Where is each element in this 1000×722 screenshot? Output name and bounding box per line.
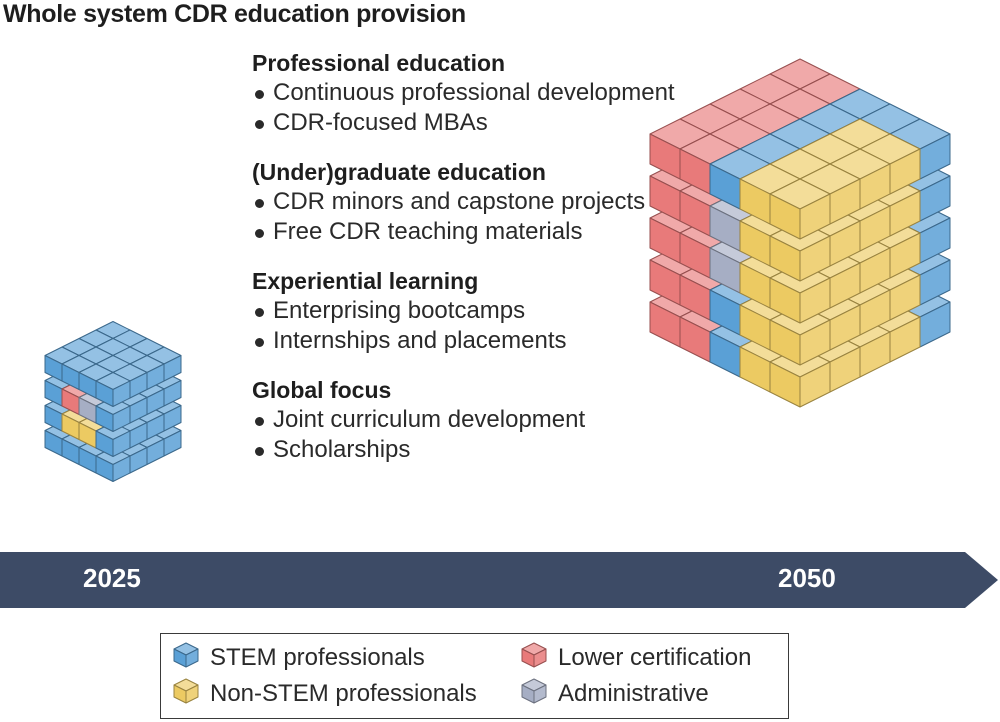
bullet-item: Scholarships: [252, 435, 772, 465]
bullet-item: CDR minors and capstone projects: [252, 187, 772, 217]
legend-cube: [173, 678, 199, 704]
legend-cube: [173, 642, 199, 668]
cube: [95, 372, 131, 407]
section-heading: Experiential learning: [252, 268, 479, 294]
cube: [769, 178, 831, 240]
legend-cube: [521, 642, 547, 668]
timeline-start-year: 2025: [83, 563, 141, 593]
cube-illustration: [44, 58, 951, 482]
legend-label: STEM professionals: [210, 644, 425, 671]
education-sections: Professional education Continuous profes…: [252, 48, 772, 484]
legend-item-non-stem: Non-STEM professionals: [171, 678, 477, 710]
legend-label: Administrative: [558, 680, 709, 707]
bullet-item: Enterprising bootcamps: [252, 296, 772, 326]
bullet-item: Free CDR teaching materials: [252, 217, 772, 247]
legend-item-administrative: Administrative: [519, 678, 709, 710]
section-undergraduate-education: (Under)graduate education CDR minors and…: [252, 157, 772, 246]
section-heading: Professional education: [252, 50, 506, 76]
bullet-item: Continuous professional development: [252, 78, 772, 108]
small-cube-stack-2025: [44, 321, 182, 482]
red-cube-icon: [521, 642, 547, 668]
blue-cube-icon: [173, 642, 199, 668]
bullet-item: CDR-focused MBAs: [252, 108, 772, 138]
section-experiential-learning: Experiential learning Enterprising bootc…: [252, 266, 772, 355]
bullet-list: Enterprising bootcamps Internships and p…: [252, 296, 772, 355]
legend-item-stem: STEM professionals: [171, 642, 425, 674]
timeline-arrow: [0, 552, 998, 608]
large-cube-stack-2050: [649, 58, 951, 408]
section-global-focus: Global focus Joint curriculum developmen…: [252, 375, 772, 464]
legend-item-lower-certification: Lower certification: [519, 642, 751, 674]
gray-cube-icon: [521, 678, 547, 704]
legend-label: Lower certification: [558, 644, 752, 671]
figure-title: Whole system CDR education provision: [3, 0, 466, 28]
bullet-list: CDR minors and capstone projects Free CD…: [252, 187, 772, 246]
timeline-arrow-shape: [0, 552, 998, 608]
bullet-item: Internships and placements: [252, 326, 772, 356]
section-professional-education: Professional education Continuous profes…: [252, 48, 772, 137]
legend-label: Non-STEM professionals: [210, 680, 477, 707]
legend: STEM professionals Lower certification N…: [160, 633, 789, 719]
yellow-cube-icon: [173, 678, 199, 704]
section-heading: Global focus: [252, 377, 392, 403]
bullet-list: Joint curriculum development Scholarship…: [252, 405, 772, 464]
bullet-item: Joint curriculum development: [252, 405, 772, 435]
timeline-end-year: 2050: [778, 563, 836, 593]
section-heading: (Under)graduate education: [252, 159, 546, 185]
legend-cube: [521, 678, 547, 704]
bullet-list: Continuous professional development CDR-…: [252, 78, 772, 137]
